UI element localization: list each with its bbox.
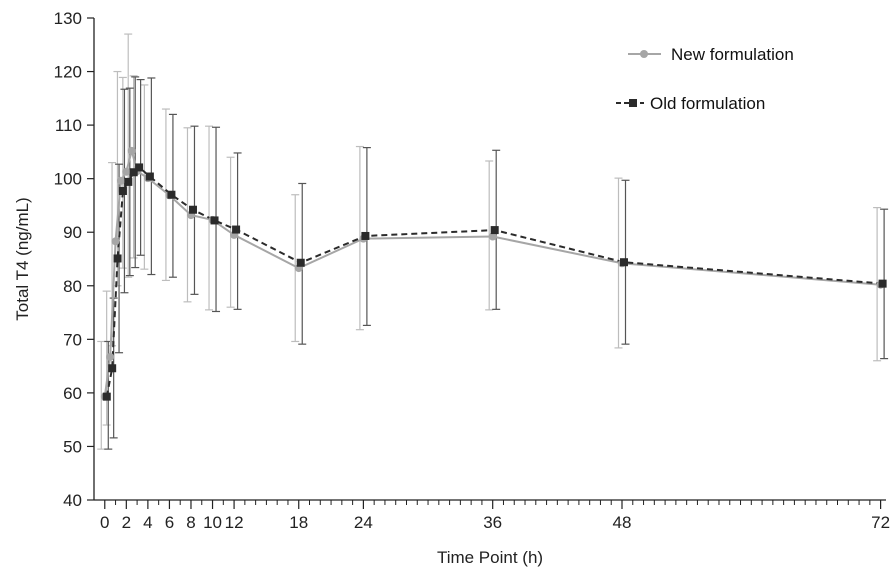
y-tick-label: 110 (55, 116, 82, 135)
y-tick-label: 70 (63, 330, 82, 349)
x-tick-label: 0 (100, 513, 109, 532)
legend-marker-new (640, 50, 648, 58)
y-tick-label: 100 (54, 170, 82, 189)
new-formulation-point (116, 176, 125, 185)
old-formulation-point (145, 172, 154, 181)
old-formulation-point (129, 168, 138, 177)
x-tick-label: 24 (354, 513, 373, 532)
x-tick-label: 2 (122, 513, 131, 532)
x-tick-label: 72 (871, 513, 890, 532)
legend-label-new: New formulation (671, 45, 794, 64)
legend: New formulation Old formulation (616, 45, 794, 113)
new-formulation-point (127, 146, 136, 155)
old-formulation-point (124, 177, 133, 186)
old-formulation-point (232, 225, 241, 234)
x-tick-label: 6 (165, 513, 174, 532)
legend-label-old: Old formulation (650, 94, 765, 113)
legend-marker-old (629, 99, 637, 107)
error-bars (97, 33, 889, 450)
old-formulation-line (105, 166, 883, 397)
old-formulation-point (188, 205, 197, 214)
x-tick-label: 4 (143, 513, 152, 532)
old-formulation-point (296, 258, 305, 267)
old-formulation-point (108, 364, 117, 373)
new-formulation-point (488, 232, 497, 241)
old-formulation-point (361, 231, 370, 240)
old-formulation-point (490, 226, 499, 235)
x-tick-label: 18 (289, 513, 308, 532)
x-axis-title: Time Point (h) (437, 548, 543, 567)
x-tick-label: 36 (483, 513, 502, 532)
x-tick-label: 8 (186, 513, 195, 532)
old-formulation-point (620, 258, 628, 267)
x-tick-label: 48 (613, 513, 632, 532)
new-formulation-point (111, 237, 120, 246)
old-formulation-point (210, 216, 219, 225)
series-markers (100, 146, 887, 401)
old-formulation-point (167, 190, 176, 199)
new-formulation-point (122, 167, 131, 176)
y-axis-title: Total T4 (ng/mL) (13, 197, 32, 320)
y-tick-label: 130 (54, 9, 82, 28)
old-formulation-point (113, 254, 122, 263)
old-formulation-point (878, 279, 887, 288)
old-formulation-point (118, 186, 127, 195)
y-tick-label: 120 (54, 63, 82, 82)
x-tick-label: 12 (225, 513, 244, 532)
old-formulation-point (102, 392, 111, 401)
y-tick-label: 40 (63, 491, 82, 510)
new-formulation-line (103, 146, 881, 397)
y-tick-label: 50 (63, 437, 82, 456)
x-tick-label: 10 (203, 513, 222, 532)
new-formulation-point (106, 353, 115, 362)
y-tick-label: 60 (63, 384, 82, 403)
y-tick-label: 80 (63, 277, 82, 296)
y-tick-label: 90 (63, 223, 82, 242)
old-formulation-point (135, 163, 144, 172)
series-lines (103, 146, 883, 397)
